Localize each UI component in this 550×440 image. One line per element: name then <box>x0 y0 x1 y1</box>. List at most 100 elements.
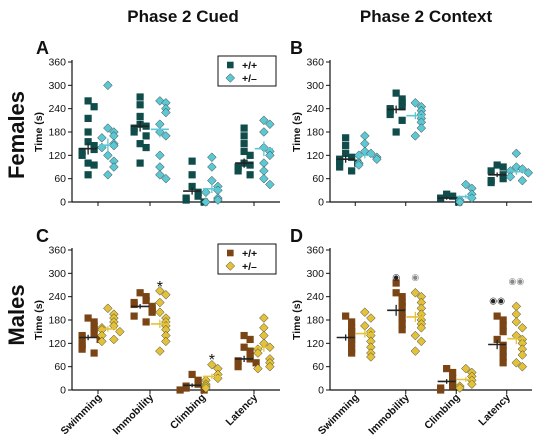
data-point <box>130 312 138 320</box>
data-point <box>201 197 211 207</box>
data-point <box>103 123 113 133</box>
x-tick-label: Climbing <box>422 392 462 432</box>
y-tick-label: 240 <box>306 103 324 115</box>
x-tick-label: Latency <box>476 392 513 429</box>
data-point <box>511 148 522 159</box>
data-point <box>265 179 275 190</box>
data-point <box>240 124 248 132</box>
data-point <box>437 386 445 394</box>
data-point <box>182 196 190 204</box>
data-point <box>360 307 370 317</box>
data-point <box>348 153 356 161</box>
data-point <box>136 112 144 121</box>
data-point <box>443 190 451 198</box>
data-point <box>84 128 92 136</box>
x-tick-label: Immobility <box>111 392 157 438</box>
panel-letter: D <box>290 226 303 246</box>
data-point <box>253 348 263 358</box>
data-point <box>416 123 427 133</box>
data-point <box>449 192 457 200</box>
y-tick-label: 60 <box>54 361 66 373</box>
data-point <box>487 167 495 175</box>
data-point <box>84 97 92 105</box>
data-point <box>342 142 350 150</box>
significance-marker: ◉ <box>392 272 400 282</box>
data-point <box>259 313 269 323</box>
data-point <box>416 336 427 347</box>
y-tick-label: 60 <box>312 361 324 373</box>
x-tick-label: Immobility <box>366 392 412 438</box>
y-tick-label: 0 <box>60 197 66 209</box>
data-point <box>517 350 528 360</box>
y-tick-label: 360 <box>306 245 324 257</box>
data-point <box>188 370 196 379</box>
data-point <box>97 336 107 347</box>
y-tick-label: 300 <box>48 80 66 92</box>
legend-label: +/+ <box>242 248 257 260</box>
data-point <box>90 103 98 111</box>
data-point <box>234 167 242 175</box>
panel-b: B 0 60 120 180 240 300 360 Time (s) <box>290 38 534 209</box>
data-point <box>115 326 125 337</box>
data-point <box>188 171 196 179</box>
data-point <box>194 380 202 388</box>
y-tick-label: 240 <box>48 291 66 303</box>
y-tick-label: 120 <box>306 338 324 350</box>
significance-marker: * <box>157 279 163 296</box>
data-point <box>84 314 92 322</box>
data-point <box>410 330 421 341</box>
data-point <box>109 321 119 331</box>
data-point <box>493 161 501 169</box>
data-point <box>136 93 144 101</box>
data-point <box>517 175 528 186</box>
data-point <box>188 157 196 165</box>
data-point <box>259 173 269 184</box>
data-point <box>511 358 522 368</box>
data-point <box>207 175 217 186</box>
legend-swatch <box>225 261 236 271</box>
data-point <box>97 133 107 143</box>
x-tick-label: Latency <box>224 392 261 429</box>
data-point <box>493 312 501 320</box>
data-point <box>155 346 165 356</box>
data-point <box>342 149 350 157</box>
panel-c: C 0 60 120 180 240 300 360 Time (s) Swimming Immob… <box>33 226 280 437</box>
data-point <box>97 142 107 153</box>
data-point <box>523 168 534 178</box>
data-point <box>103 170 113 180</box>
data-point <box>161 336 171 347</box>
data-point <box>265 361 275 372</box>
legend-label: +/– <box>242 261 257 273</box>
y-tick-label: 120 <box>48 150 66 162</box>
panel-letter: C <box>36 226 49 246</box>
data-point <box>130 128 138 136</box>
data-point <box>213 195 223 205</box>
y-tick-label: 0 <box>60 385 66 397</box>
data-point <box>499 328 507 336</box>
data-point <box>142 318 150 326</box>
data-point <box>366 313 376 323</box>
panel-letter: A <box>36 38 49 58</box>
data-point <box>372 154 382 164</box>
data-point <box>386 110 394 119</box>
data-point <box>84 171 92 179</box>
y-tick-label: 120 <box>306 150 324 162</box>
legend-box <box>217 55 277 87</box>
data-point <box>142 143 150 152</box>
data-point <box>455 197 465 207</box>
y-tick-label: 180 <box>306 127 324 139</box>
data-point <box>366 352 376 362</box>
data-point <box>410 131 421 141</box>
data-point <box>461 363 471 374</box>
data-point <box>234 363 242 371</box>
y-tick-label: 0 <box>318 385 324 397</box>
data-point <box>449 382 457 390</box>
data-point <box>487 178 495 187</box>
data-point <box>240 331 248 340</box>
data-point <box>90 161 98 169</box>
data-point <box>109 162 119 172</box>
data-point <box>443 365 451 373</box>
data-point <box>240 132 248 140</box>
